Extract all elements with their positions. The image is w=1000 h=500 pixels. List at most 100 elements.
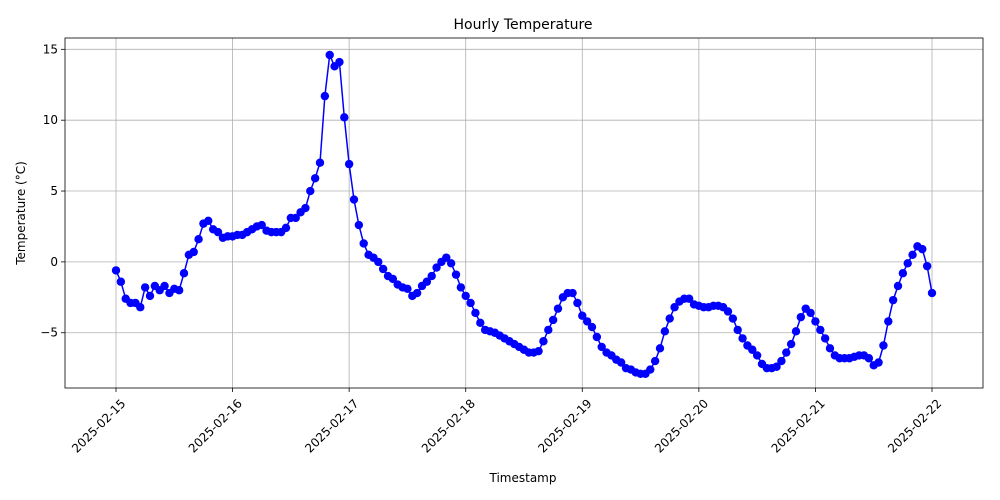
data-point: [315, 158, 325, 167]
y-tick-label: 5: [50, 184, 58, 198]
x-tick-label: 2025-02-21: [769, 396, 828, 455]
data-point: [884, 317, 893, 326]
data-point: [548, 315, 558, 325]
data-point: [903, 259, 912, 268]
data-point: [728, 314, 738, 323]
data-point: [888, 295, 898, 305]
data-point: [908, 250, 917, 259]
data-point: [587, 322, 597, 332]
x-tick-label: 2025-02-16: [186, 396, 245, 455]
y-axis-label: Temperature (°C): [14, 161, 28, 266]
data-point: [335, 57, 344, 67]
data-point: [461, 291, 470, 301]
data-point: [544, 325, 553, 335]
data-point: [796, 312, 806, 322]
data-point: [306, 186, 315, 196]
data-point: [670, 303, 679, 312]
data-point: [281, 223, 291, 233]
data-point: [665, 314, 674, 323]
data-point: [777, 356, 786, 366]
x-axis-label: Timestamp: [489, 471, 557, 485]
data-point: [174, 286, 184, 295]
data-point: [179, 269, 189, 278]
data-point: [864, 354, 874, 363]
data-point: [752, 351, 762, 360]
data-point: [568, 288, 577, 298]
data-point: [456, 283, 466, 292]
data-point: [791, 327, 801, 336]
data-point: [403, 284, 412, 294]
data-point: [145, 291, 155, 301]
data-point: [213, 227, 223, 237]
data-point: [650, 356, 660, 366]
data-point: [539, 337, 548, 346]
data-point: [257, 220, 266, 230]
x-tick-label: 2025-02-20: [652, 396, 711, 455]
data-point: [136, 303, 145, 312]
data-point: [573, 298, 582, 308]
data-point: [442, 253, 451, 262]
data-point: [140, 283, 150, 292]
data-point: [325, 50, 334, 60]
data-point: [344, 159, 354, 169]
data-point: [451, 270, 461, 279]
data-point: [738, 334, 747, 343]
data-point: [422, 277, 432, 286]
data-point: [684, 294, 694, 303]
data-point: [189, 247, 198, 257]
data-point: [786, 339, 796, 349]
data-point: [412, 288, 422, 298]
data-point: [820, 334, 830, 343]
data-point: [660, 327, 670, 336]
data-point: [378, 264, 388, 274]
data-point: [374, 257, 383, 267]
data-point: [471, 308, 480, 318]
x-tick-label: 2025-02-18: [419, 396, 478, 455]
data-point: [291, 213, 300, 223]
data-point: [816, 325, 825, 335]
data-point: [597, 342, 606, 352]
data-point: [616, 358, 626, 367]
x-tick-label: 2025-02-15: [69, 396, 128, 455]
data-point: [354, 220, 364, 230]
data-point: [578, 311, 587, 320]
x-tick-label: 2025-02-19: [535, 396, 594, 455]
data-point: [811, 317, 820, 326]
data-point: [655, 344, 665, 353]
data-point: [116, 277, 126, 286]
data-point: [432, 263, 441, 272]
data-point: [782, 348, 791, 357]
data-point: [446, 259, 456, 268]
axes-frame: [64, 37, 984, 389]
data-point: [388, 274, 398, 284]
y-tick-label: 0: [50, 255, 58, 269]
data-point: [646, 365, 655, 374]
data-point: [359, 239, 368, 248]
data-point: [160, 281, 169, 291]
data-point: [922, 261, 932, 271]
x-tick-label: 2025-02-17: [302, 396, 361, 455]
data-point: [592, 332, 602, 342]
data-point: [194, 235, 203, 244]
data-point: [898, 269, 908, 278]
data-point: [111, 266, 121, 275]
data-point: [320, 91, 330, 101]
data-point: [476, 318, 485, 328]
x-tick-label: 2025-02-22: [885, 396, 944, 455]
data-point: [340, 113, 349, 122]
data-point: [772, 362, 781, 371]
data-point: [582, 317, 592, 326]
data-point: [927, 288, 937, 298]
axes: 2025-02-15 2025-02-16 2025-02-17 2025-02-18…: [40, 37, 984, 456]
plot-area: [111, 50, 937, 379]
grid-lines: [65, 38, 983, 388]
data-point: [918, 244, 927, 254]
y-tick-label: −5: [40, 326, 58, 340]
y-tick-label: 15: [43, 42, 58, 56]
data-point: [879, 341, 888, 350]
data-point: [723, 307, 733, 316]
data-point: [825, 344, 835, 353]
y-tick-label: 10: [43, 113, 58, 127]
data-point: [534, 346, 543, 356]
